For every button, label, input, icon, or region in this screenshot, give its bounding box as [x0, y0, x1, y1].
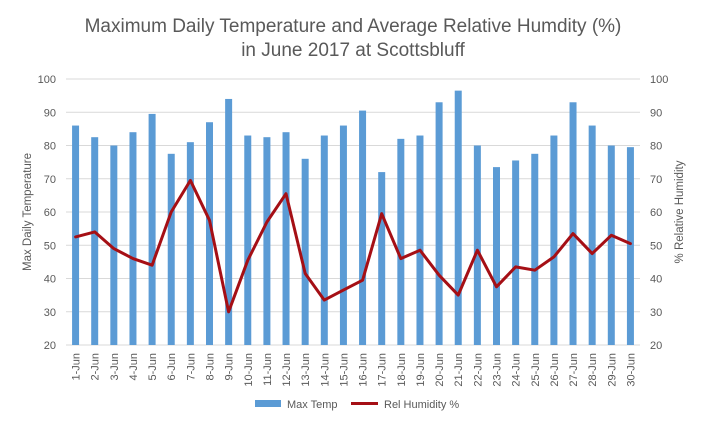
- x-tick-label-29-Jun: 29-Jun: [606, 353, 618, 387]
- bar-16-Jun: [359, 110, 367, 346]
- y-tick-label-70: 70: [44, 174, 56, 186]
- bar-18-Jun: [397, 138, 405, 345]
- bar-9-Jun: [225, 98, 233, 345]
- y2-tick-label-30: 30: [650, 307, 662, 319]
- bar-6-Jun: [167, 153, 175, 345]
- x-tick-label-30-Jun: 30-Jun: [625, 353, 637, 387]
- bar-4-Jun: [129, 132, 137, 345]
- x-tick-label-2-Jun: 2-Jun: [90, 353, 102, 381]
- y2-tick-label-100: 100: [650, 74, 668, 86]
- x-tick-label-17-Jun: 17-Jun: [377, 353, 389, 387]
- x-axis-ticks: 1-Jun 2-Jun 3-Jun 4-Jun 5-Jun 6-Jun 7-Jun 8-Jun…: [71, 353, 638, 387]
- y2-axis-label: % Relative Humidity: [674, 160, 686, 263]
- bar-5-Jun: [148, 113, 156, 345]
- y-tick-label-100: 100: [38, 74, 56, 86]
- right-axis-ticks: 20 30 40 50 60 70 80 90 100: [650, 74, 668, 352]
- bar-23-Jun: [493, 167, 500, 345]
- y2-tick-label-50: 50: [650, 240, 662, 252]
- y-tick-label-30: 30: [44, 307, 56, 319]
- y2-tick-label-60: 60: [650, 207, 662, 219]
- left-axis-ticks: 20 30 40 50 60 70 80 90 100: [38, 74, 56, 352]
- x-tick-label-1-Jun: 1-Jun: [71, 353, 83, 381]
- x-tick-label-24-Jun: 24-Jun: [511, 353, 523, 387]
- x-tick-label-18-Jun: 18-Jun: [396, 353, 408, 387]
- y-axis-label: Max Daily Temperature: [22, 153, 34, 271]
- y-tick-label-40: 40: [44, 274, 56, 286]
- bar-13-Jun: [301, 158, 309, 345]
- y-tick-label-60: 60: [44, 207, 56, 219]
- x-tick-label-11-Jun: 11-Jun: [262, 353, 274, 386]
- x-tick-label-4-Jun: 4-Jun: [128, 353, 140, 381]
- bar-17-Jun: [378, 172, 386, 345]
- bar-series: [72, 90, 634, 346]
- x-tick-label-12-Jun: 12-Jun: [281, 353, 293, 387]
- x-tick-label-25-Jun: 25-Jun: [530, 353, 542, 387]
- x-tick-label-5-Jun: 5-Jun: [147, 353, 159, 381]
- bar-19-Jun: [416, 135, 424, 345]
- bar-1-Jun: [72, 125, 80, 345]
- x-tick-label-9-Jun: 9-Jun: [224, 353, 236, 381]
- y2-tick-label-20: 20: [650, 340, 662, 352]
- x-tick-label-13-Jun: 13-Jun: [300, 353, 312, 387]
- x-tick-label-7-Jun: 7-Jun: [185, 353, 197, 381]
- bar-22-Jun: [473, 145, 481, 345]
- bar-14-Jun: [320, 135, 328, 345]
- x-tick-label-14-Jun: 14-Jun: [319, 353, 331, 387]
- legend: Max Temp Rel Humidity %: [255, 399, 459, 411]
- x-tick-label-16-Jun: 16-Jun: [358, 353, 370, 387]
- legend-label-rel-humidity: Rel Humidity %: [384, 399, 459, 411]
- bar-3-Jun: [110, 145, 118, 345]
- bar-7-Jun: [186, 142, 194, 345]
- x-tick-label-15-Jun: 15-Jun: [338, 353, 350, 387]
- x-tick-label-3-Jun: 3-Jun: [109, 353, 121, 381]
- x-tick-label-26-Jun: 26-Jun: [549, 353, 561, 387]
- bar-12-Jun: [282, 132, 290, 345]
- y-tick-label-90: 90: [44, 107, 56, 119]
- bar-20-Jun: [435, 102, 443, 346]
- x-tick-label-20-Jun: 20-Jun: [434, 353, 446, 387]
- x-tick-label-27-Jun: 27-Jun: [568, 353, 580, 387]
- bar-26-Jun: [550, 135, 558, 345]
- bar-2-Jun: [91, 137, 99, 345]
- chart-title-line-2: in June 2017 at Scottsbluff: [241, 40, 465, 61]
- x-tick-label-10-Jun: 10-Jun: [243, 353, 255, 387]
- y2-tick-label-80: 80: [650, 141, 662, 153]
- y-tick-label-50: 50: [44, 240, 56, 252]
- x-tick-label-22-Jun: 22-Jun: [472, 353, 484, 387]
- bar-25-Jun: [531, 153, 539, 345]
- chart-title-line-1: Maximum Daily Temperature and Average Re…: [85, 16, 622, 37]
- bar-24-Jun: [512, 160, 520, 345]
- bar-11-Jun: [263, 137, 271, 345]
- bar-27-Jun: [569, 102, 577, 346]
- gridlines: [66, 78, 640, 346]
- line-series: [74, 178, 632, 314]
- bar-30-Jun: [626, 147, 634, 345]
- bar-8-Jun: [206, 122, 213, 345]
- bar-10-Jun: [244, 135, 252, 345]
- y-tick-label-20: 20: [44, 340, 56, 352]
- humidity-line: [74, 178, 632, 314]
- y2-tick-label-90: 90: [650, 107, 662, 119]
- x-tick-label-28-Jun: 28-Jun: [587, 353, 599, 387]
- x-tick-label-21-Jun: 21-Jun: [453, 353, 465, 387]
- bar-29-Jun: [607, 145, 615, 345]
- bar-15-Jun: [339, 125, 347, 345]
- y2-tick-label-40: 40: [650, 274, 662, 286]
- bar-21-Jun: [454, 90, 462, 345]
- y2-tick-label-70: 70: [650, 174, 662, 186]
- bar-28-Jun: [588, 125, 596, 345]
- x-tick-label-8-Jun: 8-Jun: [205, 353, 217, 381]
- x-tick-label-6-Jun: 6-Jun: [166, 353, 178, 381]
- y-tick-label-80: 80: [44, 141, 56, 153]
- legend-swatch-max-temp: [255, 400, 281, 407]
- legend-label-max-temp: Max Temp: [287, 399, 338, 411]
- x-tick-label-23-Jun: 23-Jun: [492, 353, 504, 387]
- x-tick-label-19-Jun: 19-Jun: [415, 353, 427, 387]
